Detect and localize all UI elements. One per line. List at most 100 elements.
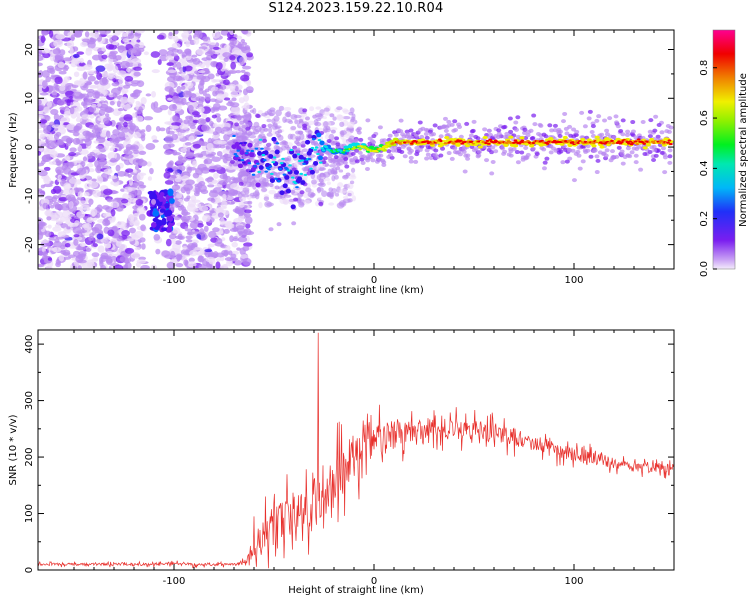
- spectrogram-noise-cell: [233, 259, 243, 266]
- trace-halo-cell: [229, 159, 235, 164]
- spectrogram-noise-cell: [240, 30, 248, 34]
- spectrogram-noise-cell: [196, 75, 207, 80]
- spectrogram-noise-cell: [225, 146, 230, 150]
- colorbar-frame: [712, 29, 736, 270]
- trace-halo-cell: [662, 155, 668, 160]
- spectrogram-noise-cell: [218, 179, 228, 186]
- trace-halo-cell: [507, 116, 513, 121]
- trace-halo-cell: [560, 160, 566, 165]
- spectrogram-noise-cell: [73, 30, 83, 38]
- trace-halo-cell: [513, 120, 519, 125]
- trace-outer-cell: [271, 136, 277, 142]
- trace-halo-cell: [522, 127, 528, 132]
- spectrogram-noise-cell: [38, 48, 43, 57]
- trace-halo-cell: [651, 157, 657, 162]
- trace-outer-cell: [508, 135, 514, 139]
- spectrogram-noise-cell: [213, 79, 223, 83]
- trace-halo-cell: [231, 138, 237, 143]
- trace-halo-cell: [268, 183, 274, 188]
- spectrogram-noise-cell: [46, 135, 54, 141]
- spectrogram-noise-cell: [169, 125, 180, 130]
- trace-halo-cell: [231, 149, 237, 154]
- trace-core-cell: [319, 161, 323, 164]
- spectrogram-noise-cell: [67, 254, 76, 258]
- y-tick-label: -20: [24, 236, 35, 252]
- trace-core-cell: [642, 142, 646, 145]
- spectrogram-noise-cell: [186, 231, 194, 236]
- spectrogram-noise-cell: [39, 133, 45, 140]
- trace-halo-cell: [496, 131, 502, 136]
- spectrogram-noise-cell: [234, 85, 239, 92]
- trace-halo-cell: [398, 129, 404, 134]
- spectrogram-noise-cell: [38, 159, 41, 164]
- spectrogram-noise-cell: [238, 97, 245, 104]
- trace-halo-cell: [312, 114, 318, 119]
- trace-halo-cell: [325, 126, 331, 131]
- spectrogram-noise-cell: [44, 230, 52, 238]
- spectrogram-noise-cell: [64, 82, 74, 87]
- spectrogram-noise-cell: [225, 223, 235, 229]
- y-tick-label: 100: [24, 504, 35, 523]
- spectrogram-noise-cell: [235, 69, 242, 74]
- trace-core-cell: [652, 141, 656, 145]
- spectrogram-noise-cell: [193, 36, 200, 45]
- spectrogram-noise-cell: [223, 133, 231, 141]
- spectrogram-noise-cell: [245, 223, 251, 229]
- spectrogram-noise-cell: [90, 132, 101, 138]
- spectrogram-noise-cell: [57, 174, 62, 180]
- spectrogram-noise-cell: [151, 135, 158, 141]
- spectrogram-noise-cell: [107, 229, 115, 237]
- colorbar-tick-label: 0.6: [699, 110, 710, 126]
- trace-halo-cell: [594, 118, 600, 123]
- spectrogram-noise-cell: [237, 230, 244, 235]
- trace-core-cell: [358, 148, 362, 151]
- spectrogram-noise-cell: [173, 55, 180, 62]
- spectrogram-noise-cell: [39, 119, 48, 124]
- trace-halo-cell: [519, 150, 525, 155]
- spectrogram-noise-cell: [212, 131, 219, 136]
- spectrogram-noise-cell: [110, 157, 117, 163]
- spectrogram-noise-cell: [155, 126, 161, 132]
- trace-halo-cell: [615, 124, 621, 129]
- spectrogram-noise-cell: [249, 109, 255, 113]
- trace-core-cell: [260, 147, 264, 150]
- trace-halo-cell: [619, 152, 625, 157]
- trace-halo-cell: [349, 158, 355, 163]
- trace-halo-cell: [614, 120, 620, 125]
- spectrogram-noise-cell: [230, 61, 237, 70]
- x-tick-label: 100: [564, 576, 583, 587]
- spectrogram-noise-cell: [165, 238, 172, 247]
- trace-halo-cell: [638, 167, 644, 172]
- spectrogram-noise-cell: [191, 111, 200, 116]
- trace-halo-cell: [589, 129, 595, 134]
- spectrogram-x-label: Height of straight line (km): [288, 285, 424, 296]
- spectrogram-noise-cell: [101, 89, 108, 95]
- spectrogram-noise-cell: [245, 122, 253, 127]
- spectrogram-noise-cell: [121, 88, 129, 94]
- spectrogram-noise-cell: [342, 195, 349, 200]
- spectrogram-noise-cell: [219, 173, 228, 180]
- spectrogram-noise-cell: [163, 171, 171, 179]
- spectrogram-noise-cell: [107, 217, 116, 221]
- spectrogram-noise-cell: [74, 220, 80, 226]
- spectrogram-noise-cell: [119, 30, 126, 33]
- spectrogram-noise-cell: [268, 189, 276, 195]
- trace-core-cell: [628, 140, 632, 143]
- trace-outer-cell: [292, 153, 298, 159]
- spectrogram-noise-cell: [59, 106, 66, 111]
- spectrogram-noise-cell: [197, 106, 205, 114]
- spectrogram-blob-cell: [151, 222, 157, 228]
- spectrogram-noise-cell: [150, 51, 161, 58]
- y-tick-label: 0: [24, 144, 35, 150]
- spectrogram-noise-cell: [261, 187, 268, 192]
- trace-halo-cell: [408, 159, 414, 164]
- trace-core-cell: [620, 141, 624, 144]
- trace-halo-cell: [462, 169, 468, 174]
- trace-halo-cell: [667, 154, 673, 159]
- spectrogram-noise-cell: [216, 150, 223, 157]
- spectrogram-noise-cell: [102, 205, 110, 210]
- spectrogram-noise-cell: [43, 183, 53, 188]
- spectrogram-noise-cell: [87, 40, 96, 49]
- spectrogram-noise-cell: [229, 54, 236, 61]
